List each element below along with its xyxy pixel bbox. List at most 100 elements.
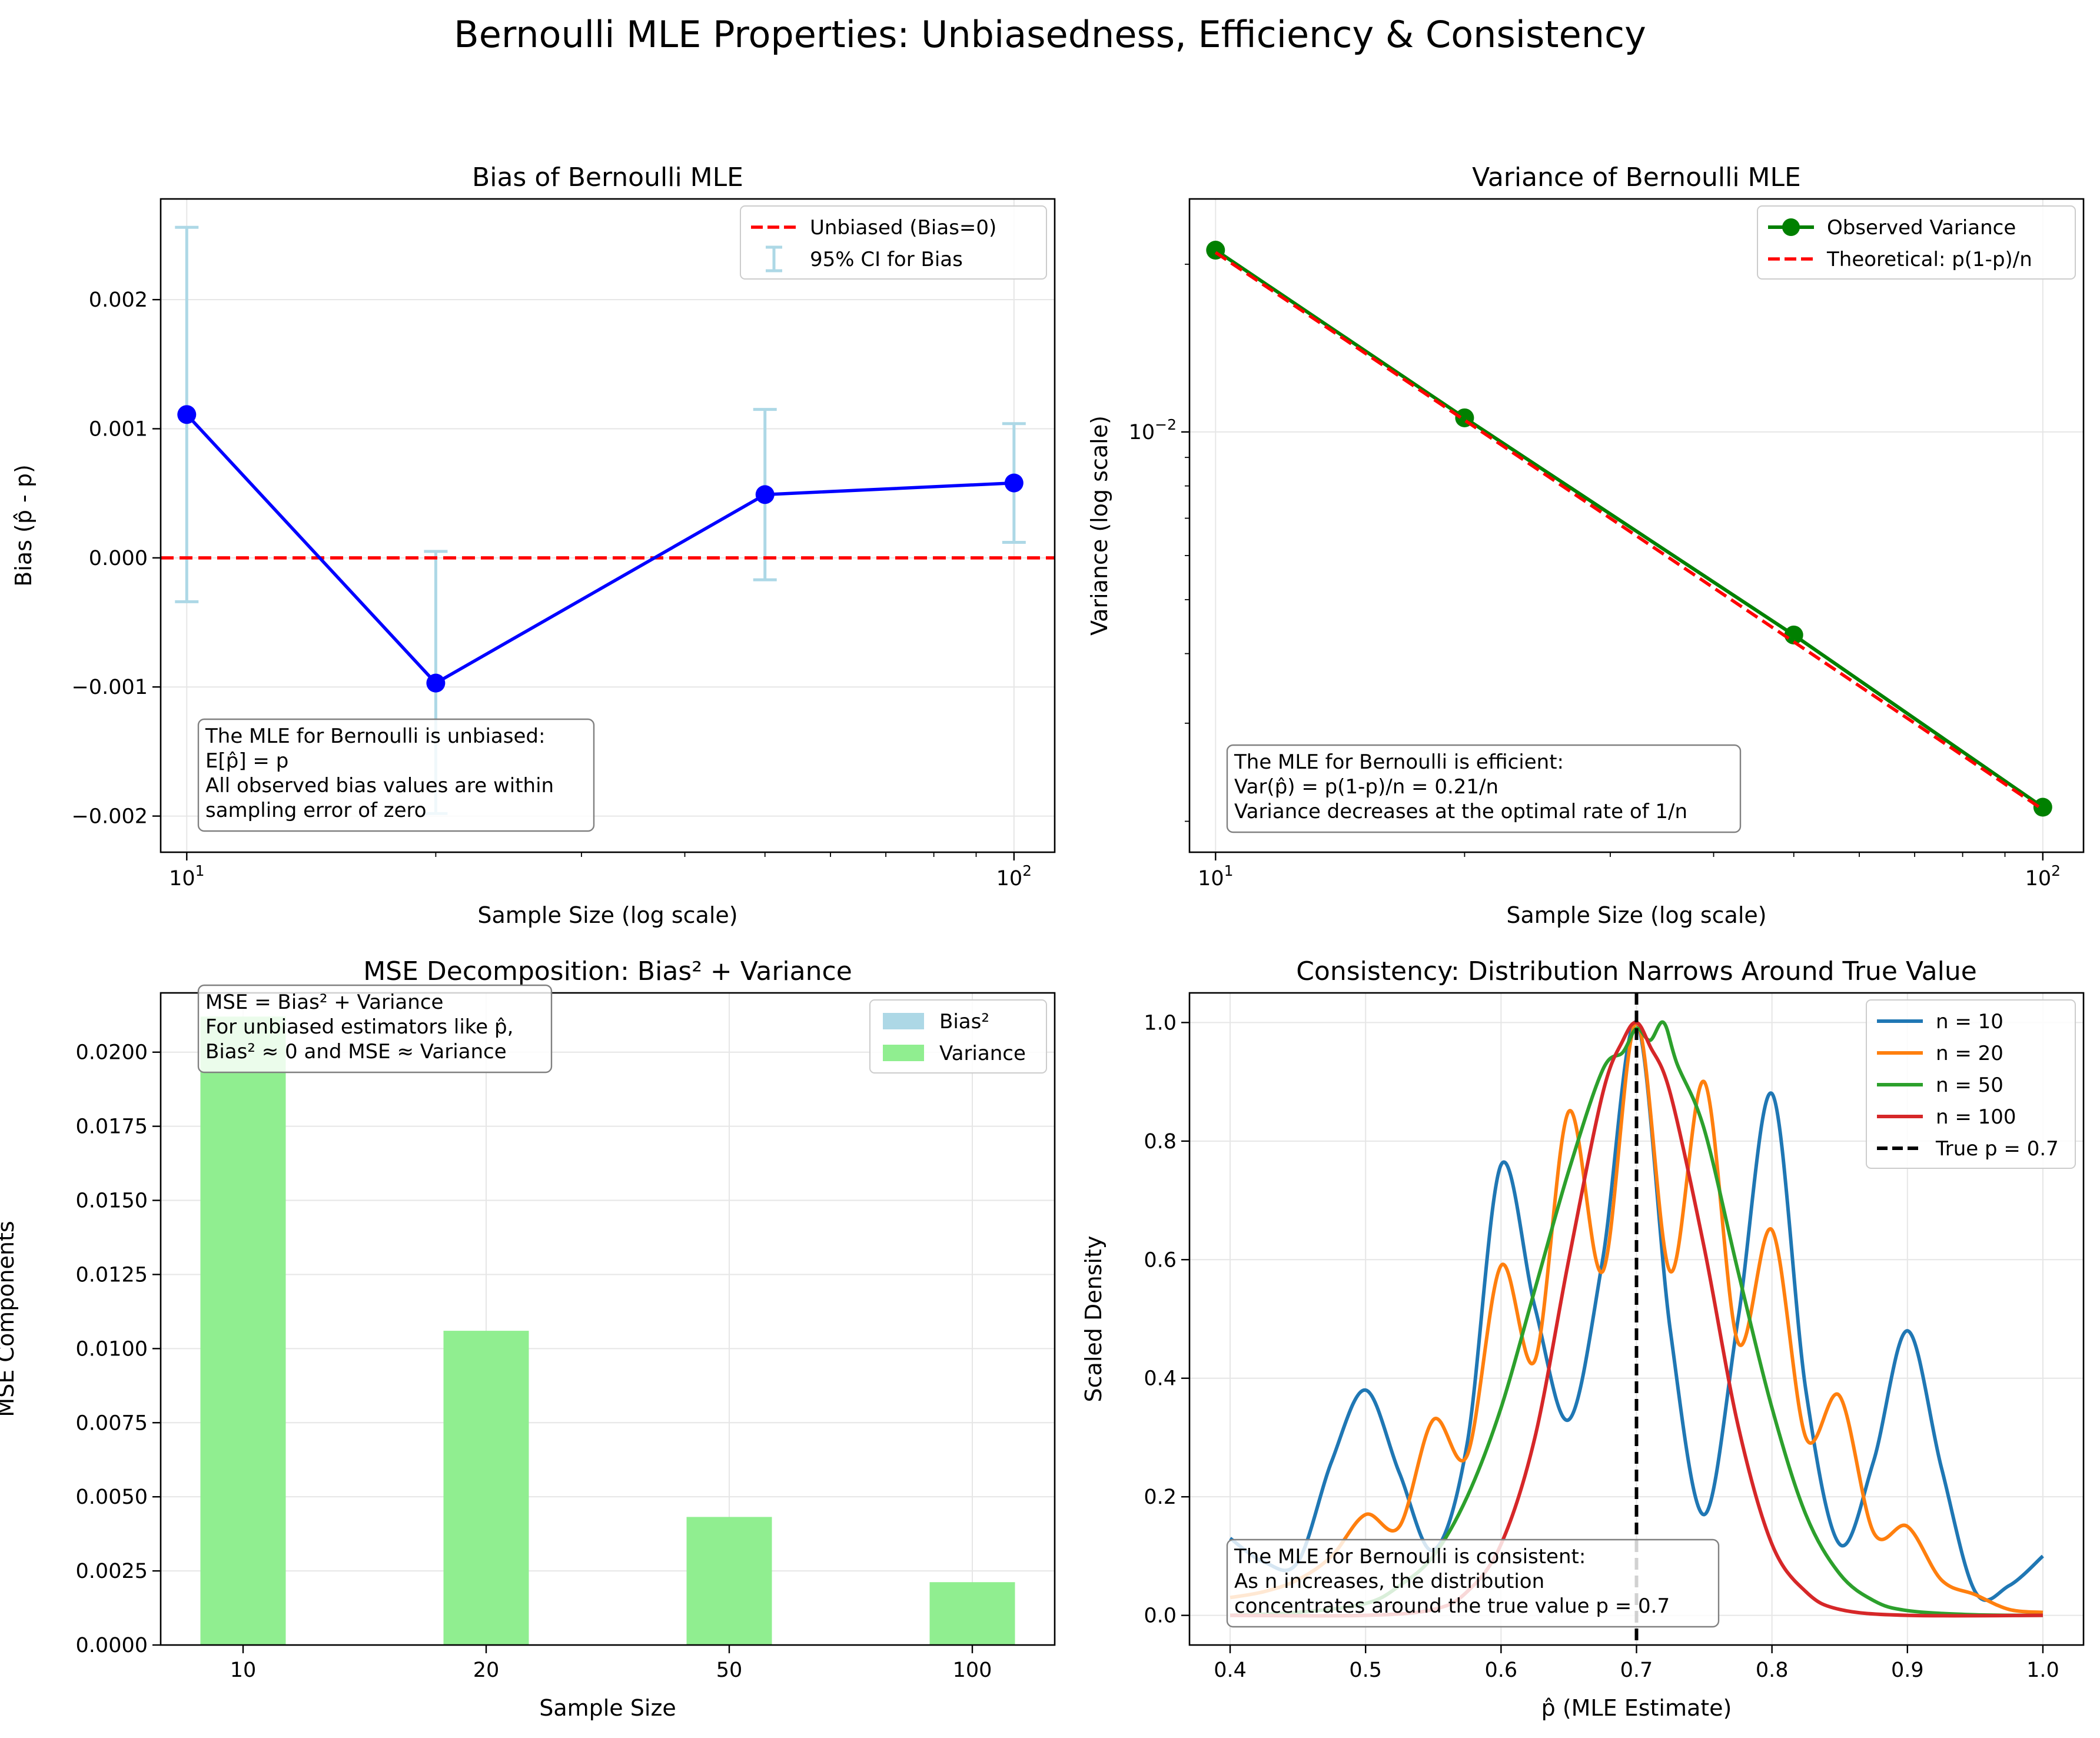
- axis-title: Bias of Bernoulli MLE: [472, 162, 743, 192]
- consistency-annotation-line: As n increases, the distribution: [1234, 1570, 1544, 1593]
- y-tick-label: 10−2: [1129, 416, 1177, 444]
- legend-label: n = 100: [1936, 1105, 2016, 1129]
- x-tick-label: 0.7: [1620, 1659, 1653, 1682]
- mse-annotation-line: MSE = Bias² + Variance: [205, 991, 443, 1014]
- legend-label: n = 50: [1936, 1074, 2003, 1097]
- x-tick-label: 0.5: [1349, 1659, 1382, 1682]
- y-axis-label: MSE Components: [0, 1221, 19, 1417]
- y-tick-label: 0.0000: [76, 1634, 148, 1657]
- axis-title: MSE Decomposition: Bias² + Variance: [363, 956, 852, 986]
- legend-label: n = 20: [1936, 1042, 2003, 1065]
- observed-variance-point: [2033, 797, 2052, 817]
- axis-title: Consistency: Distribution Narrows Around…: [1296, 956, 1977, 986]
- x-axis-label: Sample Size (log scale): [477, 902, 737, 928]
- bias-point: [426, 673, 446, 693]
- y-axis-label: Scaled Density: [1081, 1236, 1107, 1403]
- legend-label: Variance: [939, 1042, 1026, 1065]
- y-tick-label: 0.0175: [76, 1115, 148, 1139]
- y-tick-label: 0.6: [1144, 1248, 1177, 1272]
- observed-variance-point: [1784, 625, 1803, 644]
- y-tick-label: −0.001: [71, 676, 148, 699]
- legend-label: Theoretical: p(1-p)/n: [1826, 248, 2032, 271]
- density-curve-n20: [1230, 1021, 2043, 1614]
- variance-annotation-line: The MLE for Bernoulli is efficient:: [1234, 750, 1564, 774]
- legend-label: Observed Variance: [1827, 216, 2016, 240]
- variance-legend: [1757, 205, 2076, 280]
- legend-handle: [883, 1013, 924, 1029]
- bias-line: [185, 413, 1014, 686]
- bias-annotation-line: The MLE for Bernoulli is unbiased:: [205, 725, 545, 748]
- x-tick-label: 20: [473, 1659, 500, 1682]
- theoretical-variance-line: [1214, 251, 2044, 811]
- legend-label: 95% CI for Bias: [810, 248, 963, 271]
- axis-title: Variance of Bernoulli MLE: [1472, 162, 1801, 192]
- y-tick-label: 0.002: [89, 288, 148, 312]
- bias-point: [755, 485, 775, 504]
- variance-chart: Variance of Bernoulli MLE Sample Size (lo…: [1086, 162, 2085, 928]
- bias-annotation-box: [197, 718, 595, 832]
- consistency-annotation-line: The MLE for Bernoulli is consistent:: [1234, 1545, 1586, 1568]
- x-tick-label: 102: [2025, 862, 2061, 890]
- x-tick-label: 0.8: [1756, 1659, 1789, 1682]
- y-tick-label: 0.8: [1144, 1130, 1177, 1154]
- variance-bar: [929, 1582, 1015, 1645]
- y-tick-label: 0.0200: [76, 1041, 148, 1065]
- bias-point: [1004, 473, 1024, 493]
- bias-legend: [740, 205, 1047, 280]
- x-tick-label: 101: [169, 862, 204, 890]
- plot-frame: [160, 992, 1056, 1646]
- y-tick-label: 0.0100: [76, 1337, 148, 1361]
- x-tick-label: 102: [996, 862, 1032, 890]
- consistency-chart: Consistency: Distribution Narrows Around…: [1081, 956, 2085, 1721]
- bias-annotation-line: E[p̂] = p: [205, 749, 288, 773]
- y-axis-label: Variance (log scale): [1086, 416, 1112, 636]
- y-tick-label: −0.002: [71, 805, 148, 829]
- bias-point: [177, 405, 197, 424]
- consistency-annotation-box: [1226, 1538, 1720, 1628]
- legend-label: Unbiased (Bias=0): [810, 216, 996, 240]
- consistency-legend: [1866, 999, 2076, 1169]
- variance-bar: [200, 1016, 286, 1645]
- y-axis-label: Bias (p̂ - p): [11, 464, 36, 587]
- x-axis-label: p̂ (MLE Estimate): [1541, 1695, 1732, 1721]
- mse-chart: MSE Decomposition: Bias² + Variance Sampl…: [0, 956, 1056, 1721]
- plot-frame: [1188, 198, 2085, 853]
- y-tick-label: 0.0075: [76, 1411, 148, 1435]
- plot-frame: [1188, 992, 2085, 1646]
- bias-chart: Bias of Bernoulli MLE Sample Size (log sc…: [11, 162, 1056, 928]
- x-tick-label: 10: [230, 1659, 257, 1682]
- y-tick-label: 0.0125: [76, 1263, 148, 1287]
- variance-annotation-box: [1226, 744, 1742, 833]
- y-tick-label: 0.000: [89, 547, 148, 570]
- y-tick-label: 0.0150: [76, 1189, 148, 1213]
- figure-title: Bernoulli MLE Properties: Unbiasedness, …: [454, 13, 1646, 56]
- x-tick-label: 1.0: [2026, 1659, 2059, 1682]
- bias-annotation-line: All observed bias values are within: [205, 774, 554, 797]
- legend-label: Bias²: [939, 1010, 989, 1034]
- legend-handle: [883, 1045, 924, 1061]
- y-tick-label: 0.001: [89, 417, 148, 441]
- variance-bar: [686, 1517, 772, 1645]
- legend-label: True p = 0.7: [1935, 1137, 2059, 1161]
- bias-annotation-line: sampling error of zero: [205, 799, 427, 822]
- legend-label: n = 10: [1936, 1010, 2003, 1034]
- observed-variance-line: [1214, 248, 2044, 809]
- variance-bar: [443, 1331, 529, 1645]
- plot-frame: [160, 198, 1056, 853]
- x-tick-label: 0.9: [1891, 1659, 1924, 1682]
- mse-annotation-line: For unbiased estimators like p̂,: [205, 1015, 513, 1039]
- consistency-annotation-line: concentrates around the true value p = 0…: [1234, 1594, 1670, 1618]
- y-tick-label: 0.4: [1144, 1367, 1177, 1391]
- legend-handle: [1782, 218, 1800, 236]
- x-axis-label: Sample Size (log scale): [1506, 902, 1766, 928]
- x-tick-label: 50: [716, 1659, 743, 1682]
- variance-annotation-line: Var(p̂) = p(1-p)/n = 0.21/n: [1234, 775, 1498, 799]
- x-tick-label: 101: [1198, 862, 1233, 890]
- x-tick-label: 0.6: [1485, 1659, 1518, 1682]
- mse-annotation-box: [197, 984, 553, 1074]
- y-tick-label: 0.0050: [76, 1486, 148, 1509]
- variance-annotation-line: Variance decreases at the optimal rate o…: [1234, 800, 1687, 823]
- y-tick-label: 0.2: [1144, 1486, 1177, 1509]
- x-tick-label: 0.4: [1214, 1659, 1247, 1682]
